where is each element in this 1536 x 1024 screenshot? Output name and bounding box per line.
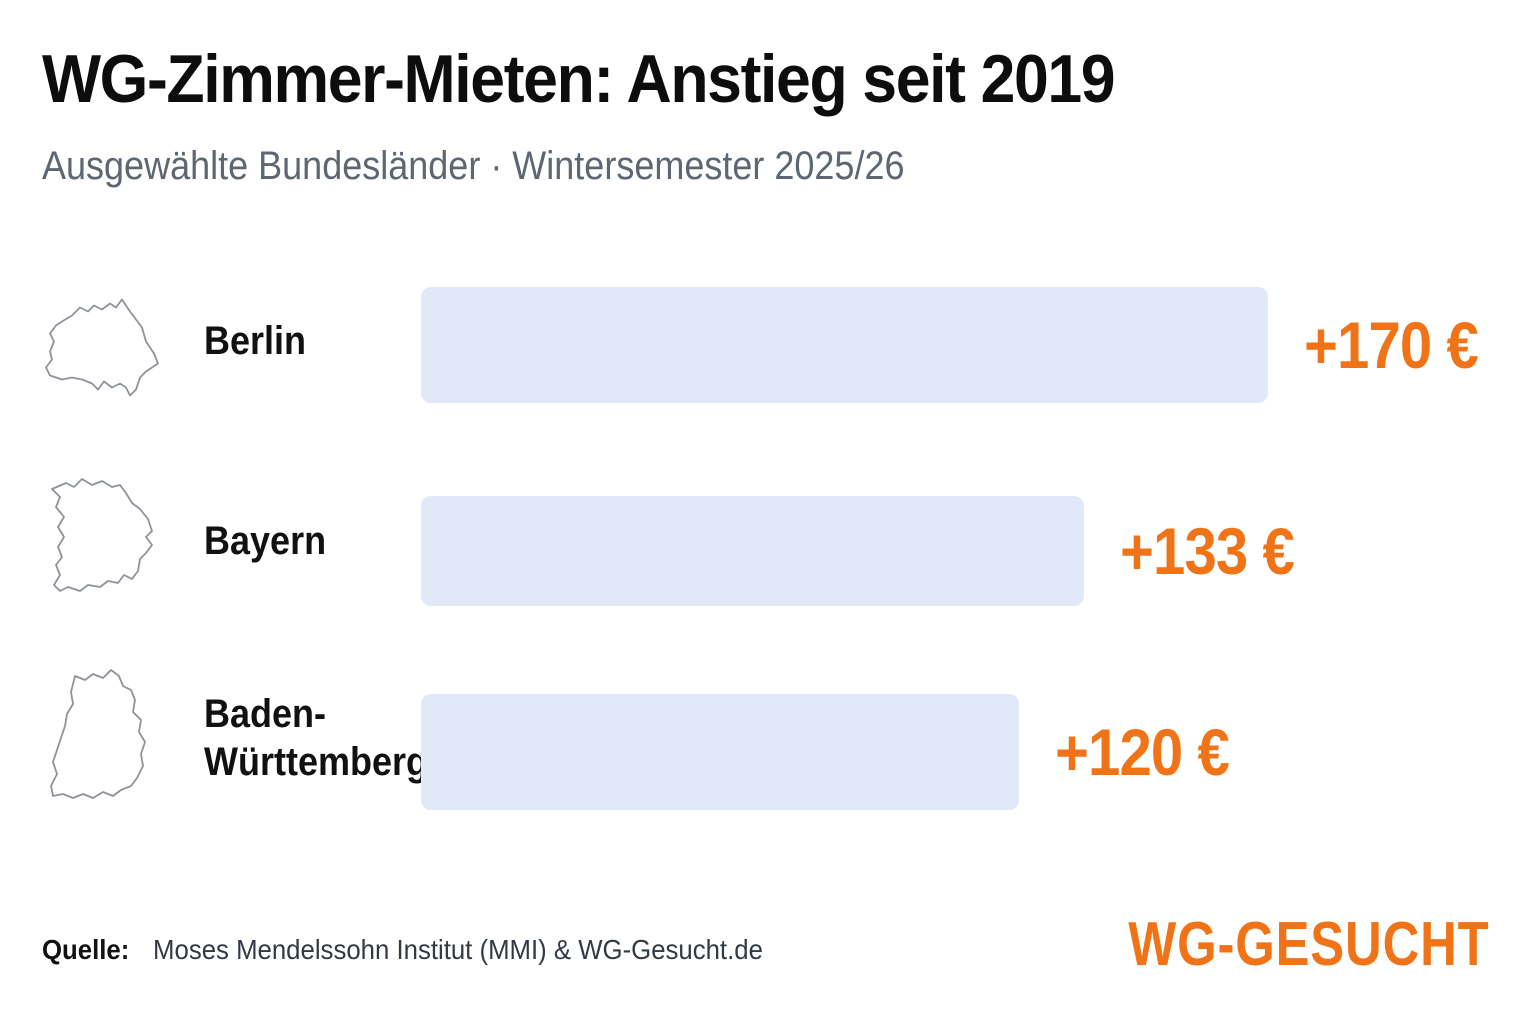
source-text: Moses Mendelssohn Institut (MMI) & WG-Ge… xyxy=(153,934,763,965)
berlin-outline-icon xyxy=(45,298,159,397)
bar-baden-wuerttemberg xyxy=(421,694,1019,810)
bayern-outline-icon xyxy=(51,478,153,592)
source-note: Quelle: Moses Mendelssohn Institut (MMI)… xyxy=(42,934,763,966)
value-label-baden-wuerttemberg: +120 € xyxy=(1055,715,1230,789)
row-label-bayern: Bayern xyxy=(204,519,327,563)
source-label: Quelle: xyxy=(42,934,130,965)
bar-berlin xyxy=(421,287,1268,403)
baden-wuerttemberg-outline-icon xyxy=(50,669,146,799)
chart-subtitle: Ausgewählte Bundesländer · Wintersemeste… xyxy=(42,144,905,188)
row-label-baden-wuerttemberg-line2: Württemberg xyxy=(204,740,429,784)
value-label-bayern: +133 € xyxy=(1120,514,1295,588)
bar-bayern xyxy=(421,496,1084,606)
chart-title: WG-Zimmer-Mieten: Anstieg seit 2019 xyxy=(42,41,1116,117)
row-label-berlin: Berlin xyxy=(204,319,307,363)
value-label-berlin: +170 € xyxy=(1304,308,1479,382)
row-label-baden-wuerttemberg-line1: Baden- xyxy=(204,692,327,736)
brand-logo: WG-GESUCHT xyxy=(1128,910,1490,979)
